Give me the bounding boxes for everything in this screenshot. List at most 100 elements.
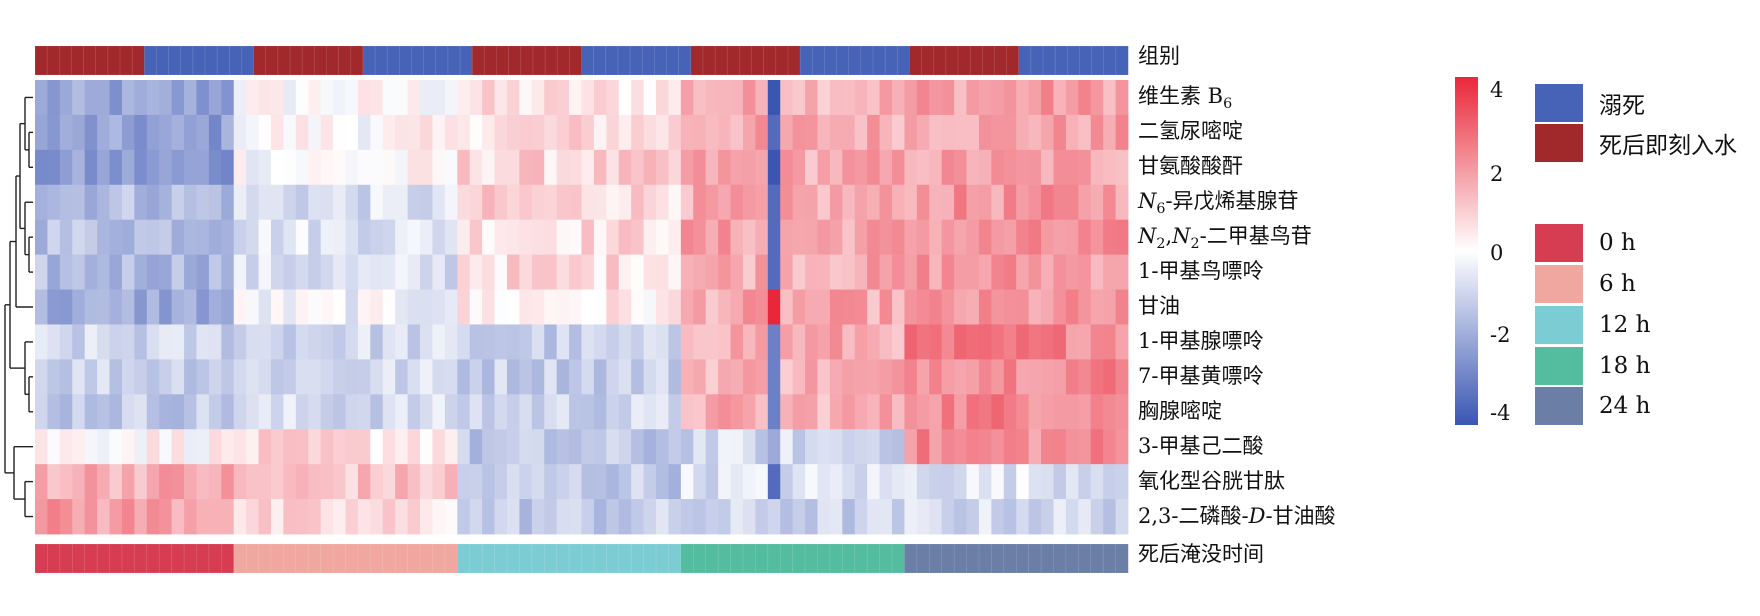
- heatmap-cell: [867, 289, 880, 325]
- heatmap-cell: [469, 289, 483, 325]
- heatmap-cell: [1053, 114, 1067, 151]
- heatmap-cell: [693, 359, 707, 395]
- group-annotation-cell: [216, 45, 230, 76]
- heatmap-cell: [121, 149, 135, 186]
- heatmap-cell: [544, 394, 558, 430]
- heatmap-cell: [333, 499, 346, 535]
- heatmap-cell: [705, 219, 719, 256]
- time-annotation-cell: [755, 543, 769, 574]
- group-annotation-cell: [909, 45, 923, 76]
- heatmap-cell: [482, 394, 495, 430]
- heatmap-cell: [854, 149, 868, 186]
- heatmap-cell: [482, 184, 495, 221]
- legend-item-12h: 12 h: [1535, 306, 1650, 344]
- heatmap-cell: [879, 429, 893, 465]
- heatmap-cell: [656, 114, 669, 151]
- heatmap-cell: [978, 324, 992, 360]
- heatmap-cell: [370, 219, 384, 256]
- heatmap-cell: [208, 289, 222, 325]
- heatmap-cell: [767, 289, 781, 325]
- heatmap-cell: [941, 184, 955, 221]
- heatmap-cell: [1103, 184, 1116, 221]
- heatmap-cell: [631, 114, 644, 151]
- heatmap-cell: [1053, 254, 1067, 290]
- heatmap-cell: [270, 114, 284, 151]
- heatmap-cell: [730, 394, 744, 430]
- heatmap-cell: [941, 114, 955, 151]
- heatmap-cell: [84, 429, 98, 465]
- heatmap-cell: [134, 324, 148, 360]
- heatmap-cell: [581, 184, 595, 221]
- heatmap-cell: [618, 289, 632, 325]
- time-annotation-cell: [283, 543, 297, 574]
- heatmap-cell: [320, 254, 334, 290]
- heatmap-cell: [792, 114, 806, 151]
- heatmap-cell: [991, 80, 1005, 116]
- group-annotation-cell: [241, 45, 255, 76]
- heatmap-cell: [159, 394, 173, 430]
- heatmap-cell: [171, 289, 185, 325]
- heatmap-cell: [916, 184, 930, 221]
- heatmap-cell: [544, 359, 558, 395]
- heatmap-cell: [668, 359, 682, 395]
- heatmap-cell: [742, 80, 756, 116]
- heatmap-cell: [892, 499, 905, 535]
- heatmap-cell: [643, 184, 657, 221]
- heatmap-cell: [196, 429, 210, 465]
- heatmap-cell: [233, 289, 247, 325]
- heatmap-cell: [506, 254, 520, 290]
- heatmap-cell: [693, 80, 707, 116]
- heatmap-cell: [556, 114, 570, 151]
- heatmap-cell: [817, 80, 831, 116]
- heatmap-cell: [357, 184, 371, 221]
- heatmap-cell: [991, 149, 1005, 186]
- heatmap-cell: [407, 394, 421, 430]
- heatmap-cell: [420, 499, 433, 535]
- heatmap-cell: [382, 394, 396, 430]
- heatmap-cell: [792, 464, 806, 500]
- heatmap-cell: [35, 80, 48, 116]
- legend-swatch: [1535, 224, 1583, 262]
- colorbar-tick-label: 4: [1490, 78, 1504, 102]
- heatmap-cell: [233, 429, 247, 465]
- heatmap-cell: [295, 499, 309, 535]
- heatmap-cell: [929, 254, 943, 290]
- group-annotation-cell: [180, 45, 194, 76]
- heatmap-cell: [1003, 184, 1017, 221]
- heatmap-cell: [954, 149, 967, 186]
- legend-item-24h: 24 h: [1535, 387, 1650, 425]
- heatmap-cell: [109, 219, 123, 256]
- heatmap-cell: [270, 149, 284, 186]
- group-annotation-cell: [1079, 45, 1093, 76]
- heatmap-cell: [357, 324, 371, 360]
- heatmap-cell: [966, 359, 980, 395]
- group-annotation-cell: [265, 45, 279, 76]
- heatmap-cell: [991, 324, 1005, 360]
- heatmap-cell: [767, 80, 781, 116]
- heatmap-cell: [892, 289, 905, 325]
- group-annotation-cell: [229, 45, 243, 76]
- heatmap-cell: [593, 80, 607, 116]
- heatmap-cell: [1103, 289, 1116, 325]
- heatmap-cell: [904, 80, 918, 116]
- heatmap-cell: [569, 114, 582, 151]
- heatmap-cell: [1090, 359, 1104, 395]
- heatmap-cell: [1078, 429, 1092, 465]
- heatmap-cell: [432, 464, 446, 500]
- heatmap-cell: [420, 359, 433, 395]
- heatmap-cell: [494, 429, 508, 465]
- heatmap-cell: [978, 184, 992, 221]
- heatmap-cell: [780, 464, 794, 500]
- heatmap-cell: [544, 114, 558, 151]
- heatmap-cell: [643, 289, 657, 325]
- heatmap-cell: [258, 80, 272, 116]
- heatmap-cell: [556, 394, 570, 430]
- heatmap-cell: [569, 324, 582, 360]
- heatmap-cell: [221, 80, 235, 116]
- heatmap-cell: [482, 289, 495, 325]
- heatmap-cell: [1003, 429, 1017, 465]
- heatmap-cell: [395, 114, 409, 151]
- heatmap-cell: [705, 254, 719, 290]
- heatmap-cell: [171, 464, 185, 500]
- time-annotation-cell: [506, 543, 521, 574]
